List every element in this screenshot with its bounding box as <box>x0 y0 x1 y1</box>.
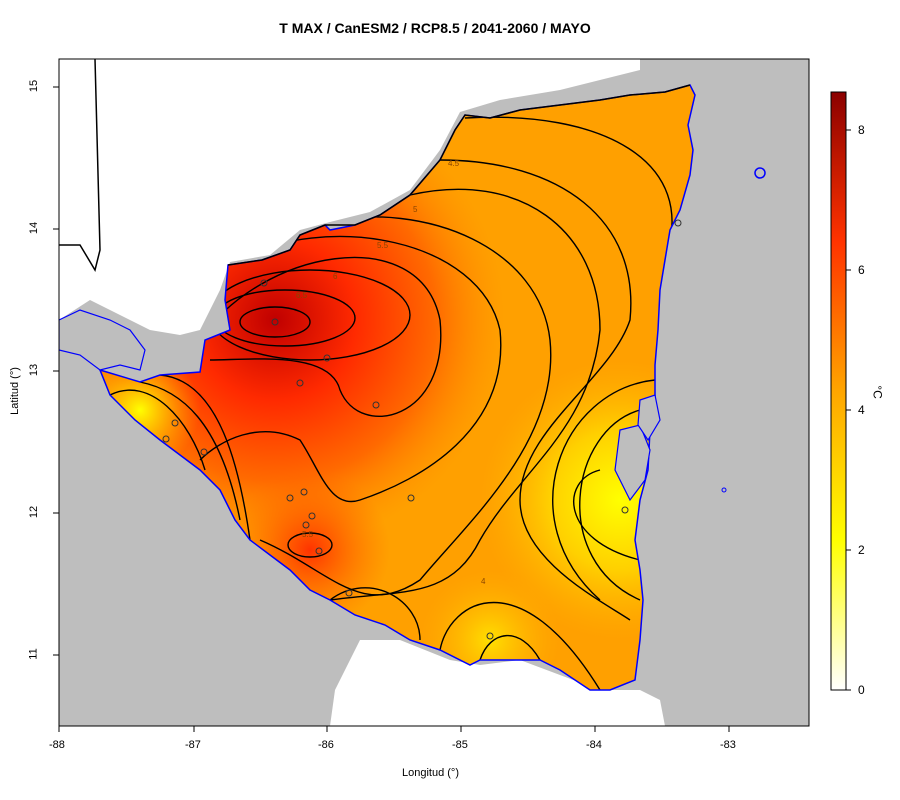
contour-label: 5.5 <box>377 241 389 250</box>
colorbar <box>830 91 847 691</box>
y-tick-label: 12 <box>28 505 41 519</box>
contour-label-group: 4.5 5 5.5 6 6.5 5.5 4 <box>296 159 486 586</box>
colorbar-tick-label: 0 <box>858 683 865 697</box>
y-axis-label: Latitud (°) <box>9 367 21 415</box>
colorbar-tick-label: 6 <box>858 263 865 277</box>
x-tick-label: -86 <box>318 739 334 751</box>
colorbar-ticks <box>846 129 851 691</box>
colorbar-tick-label: 4 <box>858 403 865 417</box>
island <box>754 167 766 179</box>
gulf-of-fonseca <box>59 309 146 371</box>
y-tick-label: 13 <box>28 363 41 377</box>
x-ticks <box>58 726 730 732</box>
contour-label: 4.5 <box>448 159 460 168</box>
x-tick-label: -87 <box>185 739 201 751</box>
colorbar-tick-label: 8 <box>858 123 865 137</box>
contour-label: 6 <box>333 272 338 281</box>
x-tick-label: -83 <box>720 739 736 751</box>
costa-rica-land <box>330 640 665 726</box>
contour-label: 4 <box>481 577 486 586</box>
lagoon <box>637 394 661 442</box>
y-tick-label: 15 <box>28 79 41 93</box>
plot-frame <box>58 58 810 727</box>
honduras-land <box>59 59 640 335</box>
contour-label: 5.5 <box>302 530 314 539</box>
el-salvador-border <box>59 59 101 272</box>
x-tick-label: -88 <box>49 739 65 751</box>
x-tick-label: -84 <box>586 739 602 751</box>
island <box>721 487 727 493</box>
y-ticks <box>53 86 59 656</box>
x-axis-label: Longitud (°) <box>402 767 459 779</box>
y-tick-label: 11 <box>27 648 40 660</box>
contour-label: 5 <box>413 205 418 214</box>
y-tick-label: 14 <box>28 221 41 235</box>
x-tick-label: -85 <box>452 739 468 751</box>
colorbar-tick-label: 2 <box>858 543 865 557</box>
colorbar-unit-label: °C <box>870 385 885 399</box>
contour-label: 6.5 <box>296 291 308 300</box>
map-title: T MAX / CanESM2 / RCP8.5 / 2041-2060 / M… <box>279 20 591 36</box>
el-salvador-land <box>59 59 100 270</box>
contour-lines <box>109 116 673 690</box>
honduras-border <box>227 84 691 266</box>
station-points <box>162 219 682 640</box>
